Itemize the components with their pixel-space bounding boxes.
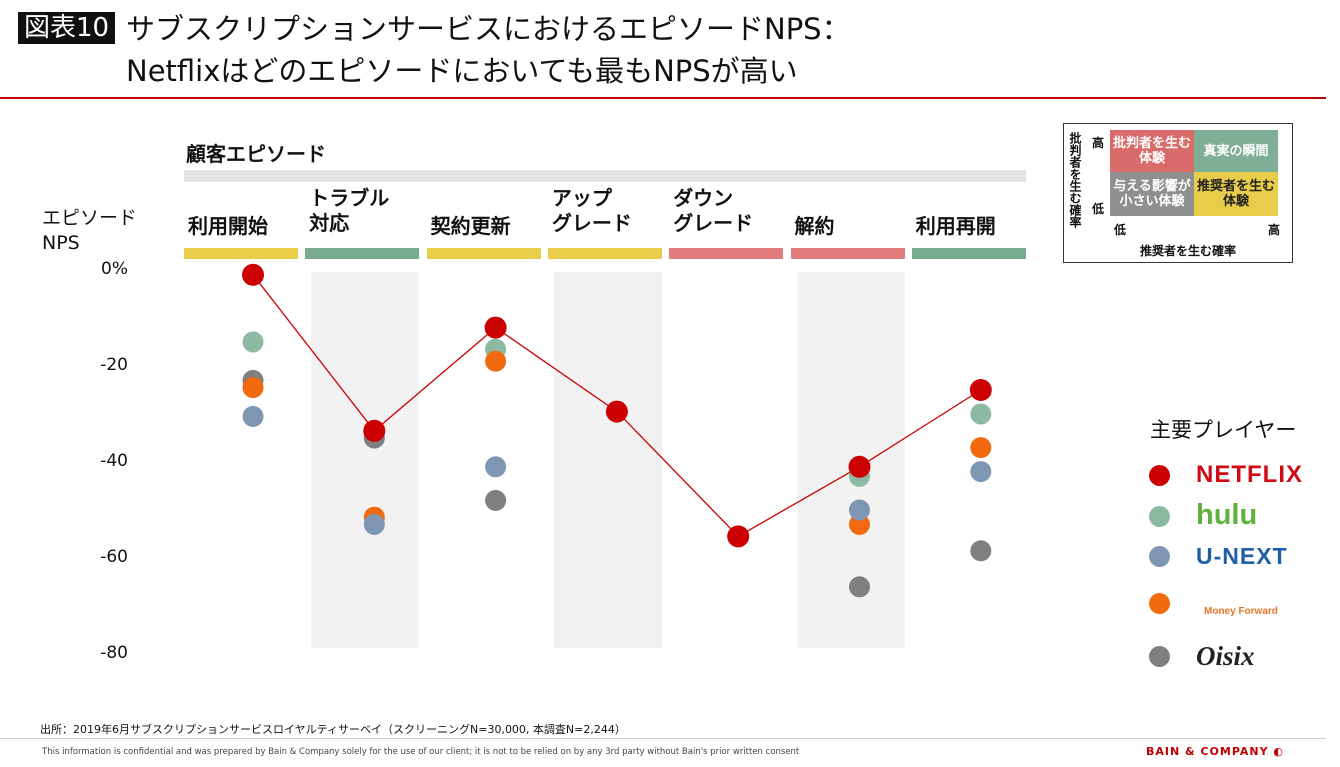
unext-logo: U-NEXT	[1196, 543, 1288, 569]
legend-title: 主要プレイヤー	[1150, 418, 1297, 442]
moneyforward-legend-dot	[1149, 593, 1170, 614]
episode-color-bar	[426, 248, 541, 259]
matrix-cell-promoter: 推奨者を生む 体験	[1194, 172, 1278, 216]
matrix-cell-detractor: 批判者を生む 体験	[1110, 130, 1194, 172]
matrix-high-label: 高	[1092, 136, 1105, 150]
hulu-point	[242, 331, 264, 353]
y-axis-label: エピソード NPS	[42, 207, 138, 254]
brand-logo: BAIN & COMPANY ◐	[1146, 745, 1284, 758]
figure-tag: 図表10	[18, 12, 116, 44]
netflix-point	[363, 419, 386, 442]
oisix-logo: Oisix	[1196, 641, 1255, 671]
episode-label: トラブル 対応	[309, 186, 390, 235]
episode-color-bar	[669, 248, 784, 259]
netflix-point	[242, 263, 264, 286]
moneyforward-point	[970, 437, 992, 459]
matrix-x-low-label: 低	[1114, 223, 1127, 237]
brand-name: BAIN & COMPANY	[1146, 745, 1269, 758]
netflix-point	[484, 316, 507, 339]
netflix-point	[969, 379, 992, 401]
netflix-point	[605, 400, 628, 423]
episode-header: 顧客エピソード	[186, 142, 326, 166]
column-band	[553, 272, 662, 648]
episode-label: 利用開始	[188, 214, 268, 238]
unext-point	[242, 405, 264, 427]
hulu-logo: hulu	[1196, 499, 1258, 531]
unext-legend-dot	[1149, 546, 1170, 567]
unext-point	[363, 513, 385, 535]
y-tick-label: 0%	[101, 259, 128, 279]
moneyforward-point	[242, 377, 264, 399]
unext-point	[970, 461, 992, 483]
oisix-point	[485, 489, 507, 511]
experience-matrix: 批判者を生む確率 高 低 批判者を生む 体験 真実の瞬間 与える影響が 小さい体…	[1063, 123, 1293, 263]
matrix-y-axis-label: 批判者を生む確率	[1068, 132, 1082, 228]
column-band	[311, 272, 420, 648]
oisix-point	[849, 576, 870, 598]
episode-color-bar	[547, 248, 662, 259]
y-tick-label: -20	[100, 355, 128, 375]
matrix-cell-low-impact: 与える影響が 小さい体験	[1110, 172, 1194, 216]
footer-divider	[0, 738, 1326, 739]
matrix-low-label: 低	[1092, 202, 1105, 216]
episode-color-bar	[184, 248, 298, 259]
episode-label: 利用再開	[915, 214, 996, 238]
title-divider	[0, 97, 1326, 99]
matrix-x-high-label: 高	[1268, 223, 1281, 237]
moneyforward-point	[485, 350, 507, 372]
moneyforward-logo: Money Forward	[1204, 606, 1278, 617]
episode-label: 契約更新	[430, 214, 511, 238]
brand-mark-icon: ◐	[1273, 745, 1285, 758]
source-footnote: 出所：2019年6月サブスクリプションサービスロイヤルティサーベイ（スクリーニン…	[40, 723, 626, 736]
netflix-point	[848, 455, 871, 478]
matrix-cell-moment-of-truth: 真実の瞬間	[1194, 130, 1278, 172]
hulu-legend-dot	[1149, 506, 1170, 527]
episode-label: ダウン グレード	[673, 186, 754, 235]
page-title-line2: Netflixはどのエピソードにおいても最もNPSが高い	[126, 54, 798, 88]
netflix-legend-dot	[1149, 465, 1170, 486]
hulu-point	[970, 403, 992, 425]
episode-label: アップ グレード	[551, 186, 632, 235]
unext-point	[485, 456, 507, 478]
episode-color-bar	[911, 248, 1026, 259]
netflix-point	[727, 525, 750, 548]
page-title-line1: サブスクリプションサービスにおけるエピソードNPS：	[126, 12, 851, 46]
moneyforward-point	[849, 513, 870, 535]
episode-label: 解約	[794, 214, 835, 238]
unext-point	[849, 499, 870, 521]
episode-header-bar	[184, 170, 1026, 182]
y-tick-label: -40	[100, 451, 128, 471]
netflix-logo: NETFLIX	[1196, 461, 1303, 488]
episode-color-bar	[790, 248, 905, 259]
y-tick-label: -60	[100, 547, 128, 567]
confidential-disclaimer: This information is confidential and was…	[42, 747, 800, 757]
oisix-point	[970, 540, 992, 562]
episode-color-bar	[305, 248, 420, 259]
matrix-x-axis-label: 推奨者を生む確率	[1140, 244, 1237, 258]
oisix-legend-dot	[1149, 646, 1170, 667]
y-tick-label: -80	[100, 643, 128, 663]
